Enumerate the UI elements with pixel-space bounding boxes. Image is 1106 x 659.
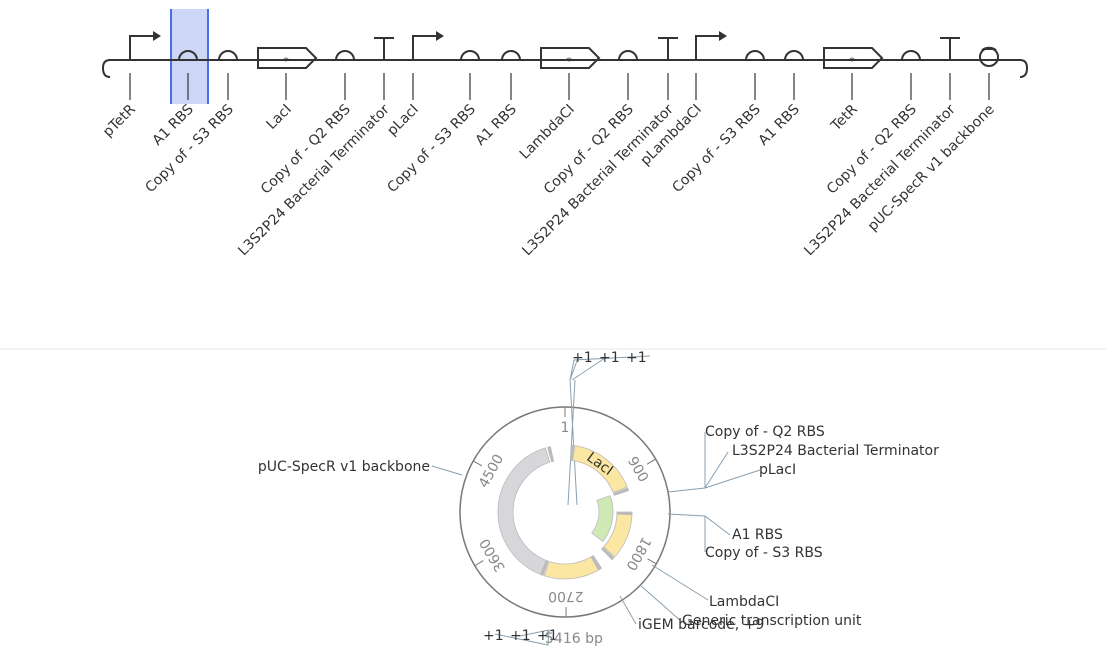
leader [569, 355, 651, 381]
plasmid-length: 5416 bp [545, 631, 603, 647]
cds-mark: * [849, 55, 855, 68]
leader [494, 629, 550, 646]
plasmid-circle [459, 406, 671, 618]
rbs-glyph [501, 50, 521, 61]
rbs-glyph [178, 50, 198, 61]
part-label: LacI [264, 102, 295, 133]
annotation: L3S2P24 Bacterial Terminator [732, 443, 939, 459]
part-label: LambdaCI [517, 102, 578, 163]
cds-glyph [823, 47, 884, 69]
annotation: Copy of - S3 RBS [705, 545, 823, 561]
cds-mark: * [283, 55, 289, 68]
annotation: pUC-SpecR v1 backbone [258, 459, 430, 475]
promoter-glyph [412, 35, 438, 60]
cds-glyph [257, 47, 318, 69]
cds-feature [571, 445, 628, 494]
annotation: A1 RBS [732, 527, 783, 543]
annotation: pLacI [759, 462, 796, 478]
rbs-glyph [901, 50, 921, 61]
tick-label: 900 [624, 454, 651, 485]
origin-cap [981, 46, 997, 50]
annotation: iGEM barcode, +9 [638, 617, 764, 633]
rbs-glyph [335, 50, 355, 61]
cds-mark: * [566, 55, 572, 68]
part-label: A1 RBS [756, 101, 803, 148]
feature-stripe [616, 513, 633, 516]
bottom-mark: +1 [510, 628, 531, 644]
top-mark: +1 [599, 350, 620, 366]
rbs-glyph [745, 50, 765, 61]
terminator-glyph [940, 37, 960, 60]
terminator-glyph [374, 37, 394, 60]
marker-line [567, 379, 578, 506]
leader [667, 432, 761, 493]
part-label: A1 RBS [473, 101, 520, 148]
top-mark: +1 [572, 350, 593, 366]
feature-stripe [590, 555, 601, 571]
tick-label: 1800 [622, 534, 654, 573]
arrowhead [436, 31, 444, 41]
rbs-glyph [784, 50, 804, 61]
tick-label: 1 [561, 420, 570, 436]
annotation: LambdaCI [709, 594, 779, 610]
promoter-glyph [129, 35, 155, 60]
tick-mark [647, 558, 657, 565]
leader [619, 564, 709, 625]
tick-label: 2700 [548, 588, 584, 604]
top-mark: +1 [626, 350, 647, 366]
feature-stripe [613, 489, 630, 496]
backbone-line [101, 59, 1029, 78]
tick-label: 4500 [476, 452, 507, 491]
part-label: L3S2P24 Bacterial Terminator [801, 101, 959, 259]
leader [431, 465, 463, 476]
feature-stripe [571, 445, 576, 462]
terminator-glyph [658, 37, 678, 60]
cds-glyph [540, 47, 601, 69]
rbs-glyph [460, 50, 480, 61]
tick-mark [474, 560, 484, 567]
rbs-glyph [218, 50, 238, 61]
backbone-feature [497, 447, 551, 576]
annotation: Generic transcription unit [682, 613, 862, 629]
feature-stripe [600, 548, 614, 561]
leader [667, 513, 731, 552]
part-label: TetR [828, 101, 861, 134]
arrowhead [153, 31, 161, 41]
tick-mark [646, 458, 656, 465]
feature-stripe [549, 446, 555, 462]
origin-glyph [979, 47, 999, 67]
promoter-glyph [695, 35, 721, 60]
part-label: L3S2P24 Bacterial Terminator [235, 101, 393, 259]
part-label: pLacI [384, 102, 422, 140]
arrowhead [719, 31, 727, 41]
cds-feature [591, 495, 614, 543]
selection-highlight [171, 9, 208, 104]
rbs-glyph [618, 50, 638, 61]
cds-feature [603, 513, 633, 558]
plasmid-map: +1 +1 +1 +1 +1 +1 5416 bp Copy of - Q2 R… [258, 350, 939, 647]
part-label: pTetR [100, 101, 139, 140]
bottom-mark: +1 [537, 628, 558, 644]
tick-label: 3600 [477, 536, 509, 575]
tick-mark [472, 460, 483, 467]
bottom-mark: +1 [483, 628, 504, 644]
feature-stripe [540, 559, 548, 576]
annotation: Copy of - Q2 RBS [705, 424, 825, 440]
cds-feature [543, 556, 600, 580]
